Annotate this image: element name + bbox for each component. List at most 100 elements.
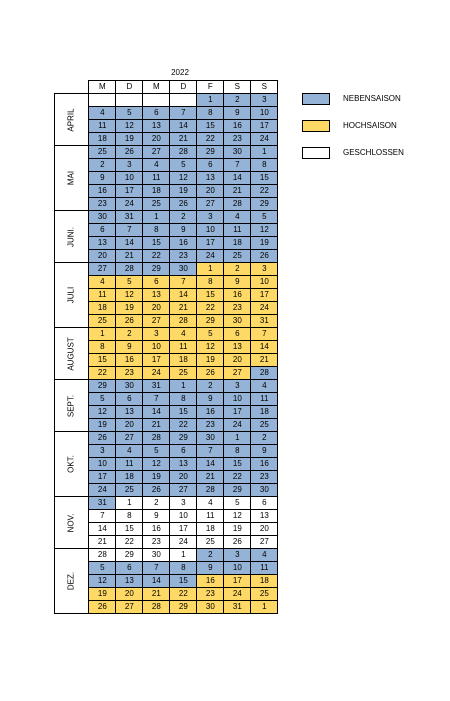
month-label-cell: DEZ. <box>53 548 90 614</box>
day-cell: 2 <box>250 431 279 445</box>
day-cell: 23 <box>223 301 252 315</box>
day-cell: 30 <box>88 210 117 224</box>
day-cell: 12 <box>223 509 252 523</box>
day-cell: 30 <box>142 548 171 562</box>
day-cell: 20 <box>88 249 117 263</box>
week-row: AUGUST 1 2 3 4 5 6 7 <box>53 327 279 380</box>
day-cell: 28 <box>169 145 198 159</box>
day-cell: 26 <box>88 431 117 445</box>
season-calendar: M D M D F S S APRIL 1 2 3 4 5 6 7 8 9 10 11 12 13 14 15 16 17 18 1… <box>53 80 279 614</box>
day-cell: 27 <box>115 431 144 445</box>
day-cell: 8 <box>223 444 252 458</box>
week-row: 12 13 14 15 16 17 18 <box>55 405 279 419</box>
day-cell: 7 <box>115 223 144 237</box>
day-cell: 20 <box>169 470 198 484</box>
day-cell: 13 <box>169 457 198 471</box>
day-cell: 24 <box>115 197 144 211</box>
day-cell: 22 <box>250 184 279 198</box>
day-cell: 23 <box>88 197 117 211</box>
day-cell: 28 <box>115 262 144 276</box>
month-label-cell: AUGUST <box>53 327 90 380</box>
day-cell <box>169 93 198 107</box>
day-cell: 6 <box>142 106 171 120</box>
day-cell: 31 <box>223 600 252 614</box>
day-cell: 1 <box>196 93 225 107</box>
day-cell: 16 <box>115 353 144 367</box>
month-label-cell: APRIL <box>53 93 90 146</box>
day-cell: 3 <box>169 496 198 510</box>
week-row: 20 21 22 23 24 25 26 <box>55 249 279 263</box>
day-cell: 22 <box>169 418 198 432</box>
month-label-cell: NOV. <box>53 496 90 549</box>
day-cell: 6 <box>142 275 171 289</box>
day-cell: 5 <box>88 561 117 575</box>
day-cell: 31 <box>115 210 144 224</box>
day-cell: 1 <box>250 145 279 159</box>
day-cell: 10 <box>142 340 171 354</box>
week-row: 13 14 15 16 17 18 19 <box>55 236 279 250</box>
day-cell: 26 <box>142 483 171 497</box>
day-cell: 24 <box>250 132 279 146</box>
day-cell: 13 <box>223 340 252 354</box>
day-cell: 8 <box>196 275 225 289</box>
day-cell: 8 <box>142 223 171 237</box>
day-cell: 10 <box>250 275 279 289</box>
day-cell: 12 <box>115 288 144 302</box>
week-row: 19 20 21 22 23 24 25 <box>55 418 279 432</box>
day-cell: 11 <box>115 457 144 471</box>
week-row: 18 19 20 21 22 23 24 <box>55 301 279 315</box>
day-cell: 24 <box>196 249 225 263</box>
day-cell: 4 <box>88 106 117 120</box>
year-title: 2022 <box>171 68 189 77</box>
day-cell: 24 <box>223 587 252 601</box>
day-cell: 7 <box>250 327 279 341</box>
day-cell: 4 <box>169 327 198 341</box>
day-cell: 25 <box>142 197 171 211</box>
week-row: 8 9 10 11 12 13 14 <box>55 340 279 354</box>
day-cell: 21 <box>196 470 225 484</box>
day-cell: 30 <box>115 379 144 393</box>
weekday-header: D <box>169 80 198 94</box>
day-cell: 1 <box>88 327 117 341</box>
day-cell: 13 <box>88 236 117 250</box>
day-cell: 21 <box>142 418 171 432</box>
day-cell: 28 <box>169 314 198 328</box>
day-cell: 13 <box>115 405 144 419</box>
legend-label-hochsaison: HOCHSAISON <box>343 121 397 130</box>
day-cell: 22 <box>142 249 171 263</box>
weekday-header: D <box>115 80 144 94</box>
day-cell: 16 <box>223 288 252 302</box>
week-row: 17 18 19 20 21 22 23 <box>55 470 279 484</box>
day-cell: 19 <box>250 236 279 250</box>
week-row: 11 12 13 14 15 16 17 <box>55 288 279 302</box>
day-cell: 23 <box>196 587 225 601</box>
day-cell: 27 <box>115 600 144 614</box>
day-cell: 13 <box>250 509 279 523</box>
day-cell: 9 <box>223 106 252 120</box>
day-cell: 14 <box>142 405 171 419</box>
day-cell: 6 <box>88 223 117 237</box>
day-cell: 6 <box>250 496 279 510</box>
day-cell: 5 <box>115 106 144 120</box>
day-cell: 6 <box>223 327 252 341</box>
day-cell: 26 <box>250 249 279 263</box>
day-cell: 9 <box>115 340 144 354</box>
day-cell: 26 <box>88 600 117 614</box>
day-cell: 17 <box>250 288 279 302</box>
day-cell: 4 <box>250 379 279 393</box>
day-cell <box>142 93 171 107</box>
weekday-header: M <box>142 80 171 94</box>
day-cell: 10 <box>250 106 279 120</box>
day-cell: 26 <box>223 535 252 549</box>
day-cell: 18 <box>250 574 279 588</box>
day-cell: 12 <box>88 574 117 588</box>
day-cell: 12 <box>250 223 279 237</box>
day-cell: 17 <box>250 119 279 133</box>
day-cell: 4 <box>196 496 225 510</box>
day-cell: 28 <box>196 483 225 497</box>
day-cell: 6 <box>115 392 144 406</box>
month-label-cell: MAI <box>53 145 90 211</box>
day-cell: 22 <box>169 587 198 601</box>
day-cell: 23 <box>196 418 225 432</box>
week-row: 9 10 11 12 13 14 15 <box>55 171 279 185</box>
